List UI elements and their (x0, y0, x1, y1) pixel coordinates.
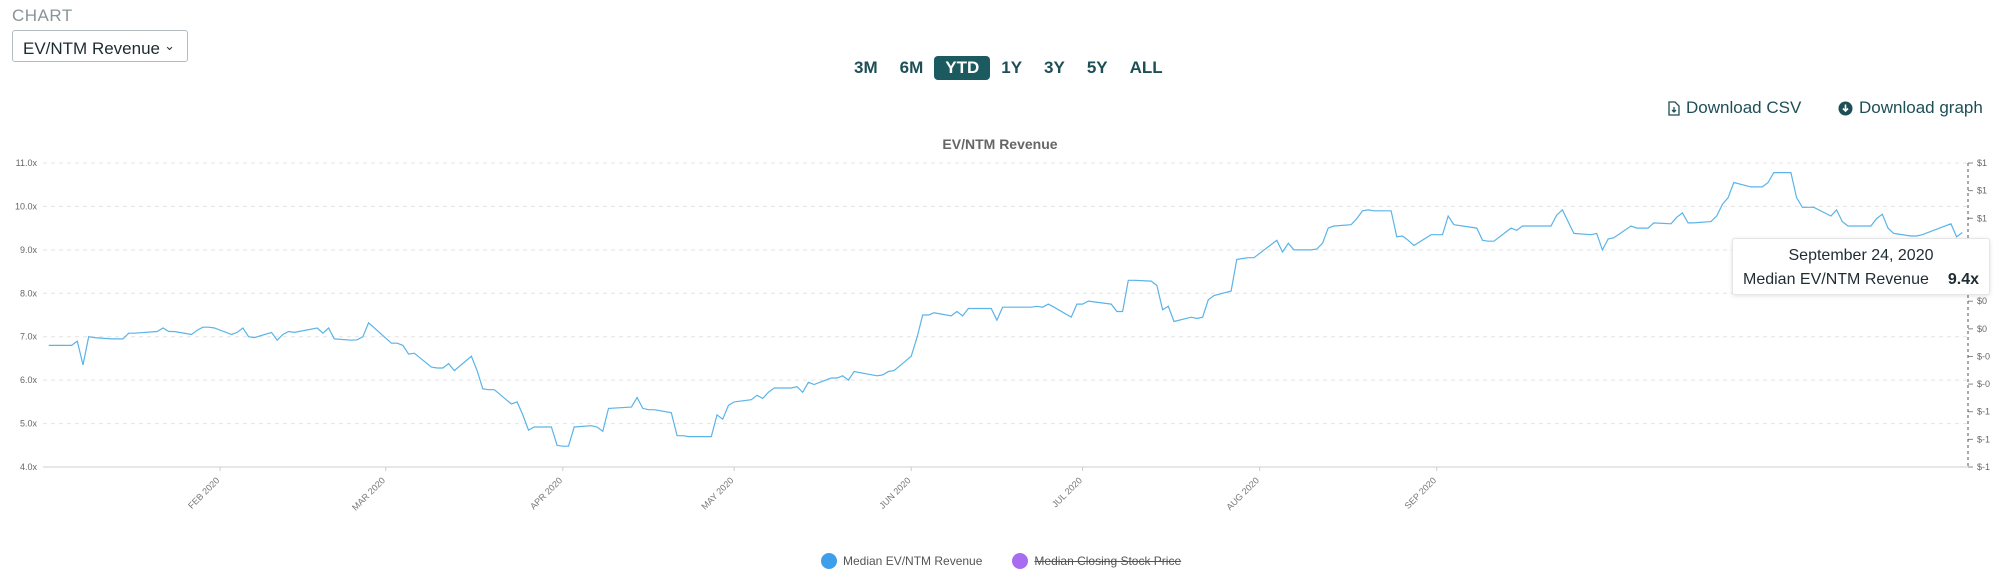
legend-item-ev-ntm-revenue[interactable]: Median EV/NTM Revenue (821, 553, 982, 569)
y-right-tick-label: $0 (1977, 324, 1987, 334)
download-graph-label: Download graph (1859, 98, 1983, 117)
tooltip-value: 9.4x (1947, 271, 1979, 288)
chart-tooltip: September 24, 2020 Median EV/NTM Revenue… (1732, 238, 1990, 295)
range-button-1y[interactable]: 1Y (1001, 58, 1023, 77)
y-tick-label: 8.0x (20, 288, 38, 298)
series-line-ev-ntm-revenue (48, 172, 1963, 447)
x-tick-label: MAY 2020 (699, 475, 735, 511)
chart-type-dropdown[interactable]: EV/NTM Revenue ⌄ (12, 30, 188, 62)
y-right-tick-label: $1 (1977, 186, 1987, 196)
chevron-down-icon: ⌄ (164, 38, 175, 53)
tooltip-label: Median EV/NTM Revenue (1743, 271, 1929, 288)
legend-label: Median Closing Stock Price (1034, 554, 1182, 568)
x-tick-label: JUL 2020 (1050, 475, 1084, 509)
legend-dot-blue (821, 553, 837, 569)
x-tick-label: AUG 2020 (1224, 475, 1261, 512)
range-button-3m[interactable]: 3M (854, 58, 878, 77)
legend-dot-purple (1012, 553, 1029, 569)
y-right-tick-label: $-0 (1977, 351, 1990, 361)
range-button-3y[interactable]: 3Y (1044, 58, 1065, 77)
x-tick-label: SEP 2020 (1403, 475, 1439, 511)
chart-type-selected: EV/NTM Revenue (23, 39, 160, 58)
file-download-icon (1668, 100, 1680, 116)
time-range-selector: 3M 6M YTD 1Y 3Y 5Y ALL (843, 56, 1174, 80)
x-tick-label: MAR 2020 (350, 475, 387, 512)
range-button-5y[interactable]: 5Y (1086, 58, 1108, 77)
download-graph-button[interactable]: Download graph (1838, 98, 1983, 118)
y-tick-label: 6.0x (20, 375, 38, 385)
y-right-tick-label: $0 (1977, 296, 1987, 306)
x-tick-label: FEB 2020 (186, 475, 221, 510)
y-right-tick-label: $1 (1977, 158, 1987, 168)
x-tick-label: APR 2020 (528, 475, 564, 511)
download-csv-label: Download CSV (1686, 98, 1802, 117)
y-right-tick-label: $1 (1977, 213, 1987, 223)
y-right-tick-label: $-1 (1977, 407, 1990, 417)
tooltip-date: September 24, 2020 (1788, 247, 1934, 264)
range-button-all[interactable]: ALL (1129, 58, 1163, 77)
chart-title: EV/NTM Revenue (942, 136, 1058, 152)
y-right-tick-label: $-0 (1977, 379, 1990, 389)
y-tick-label: 11.0x (16, 158, 38, 168)
chart-picker-label: CHART (12, 6, 73, 25)
y-tick-label: 7.0x (20, 332, 38, 342)
chart-legend: Median EV/NTM Revenue Median Closing Sto… (821, 553, 1181, 569)
y-tick-label: 5.0x (20, 419, 38, 429)
range-button-6m[interactable]: 6M (899, 58, 924, 77)
y-right-tick-label: $-1 (1977, 462, 1990, 472)
y-tick-label: 9.0x (20, 245, 38, 255)
line-chart: 4.0x 5.0x 6.0x 7.0x 8.0x 9.0x 10.0x 11.0x $1 $1 $1… (15, 158, 1990, 512)
range-button-ytd[interactable]: YTD (934, 56, 991, 80)
legend-item-closing-stock-price[interactable]: Median Closing Stock Price (1012, 553, 1181, 569)
y-tick-label: 4.0x (20, 462, 38, 472)
y-tick-label: 10.0x (15, 201, 38, 211)
download-circle-icon (1838, 101, 1853, 116)
x-tick-label: JUN 2020 (877, 475, 912, 510)
y-right-tick-label: $-1 (1977, 434, 1990, 444)
download-csv-button[interactable]: Download CSV (1668, 98, 1801, 118)
legend-label: Median EV/NTM Revenue (843, 554, 983, 568)
